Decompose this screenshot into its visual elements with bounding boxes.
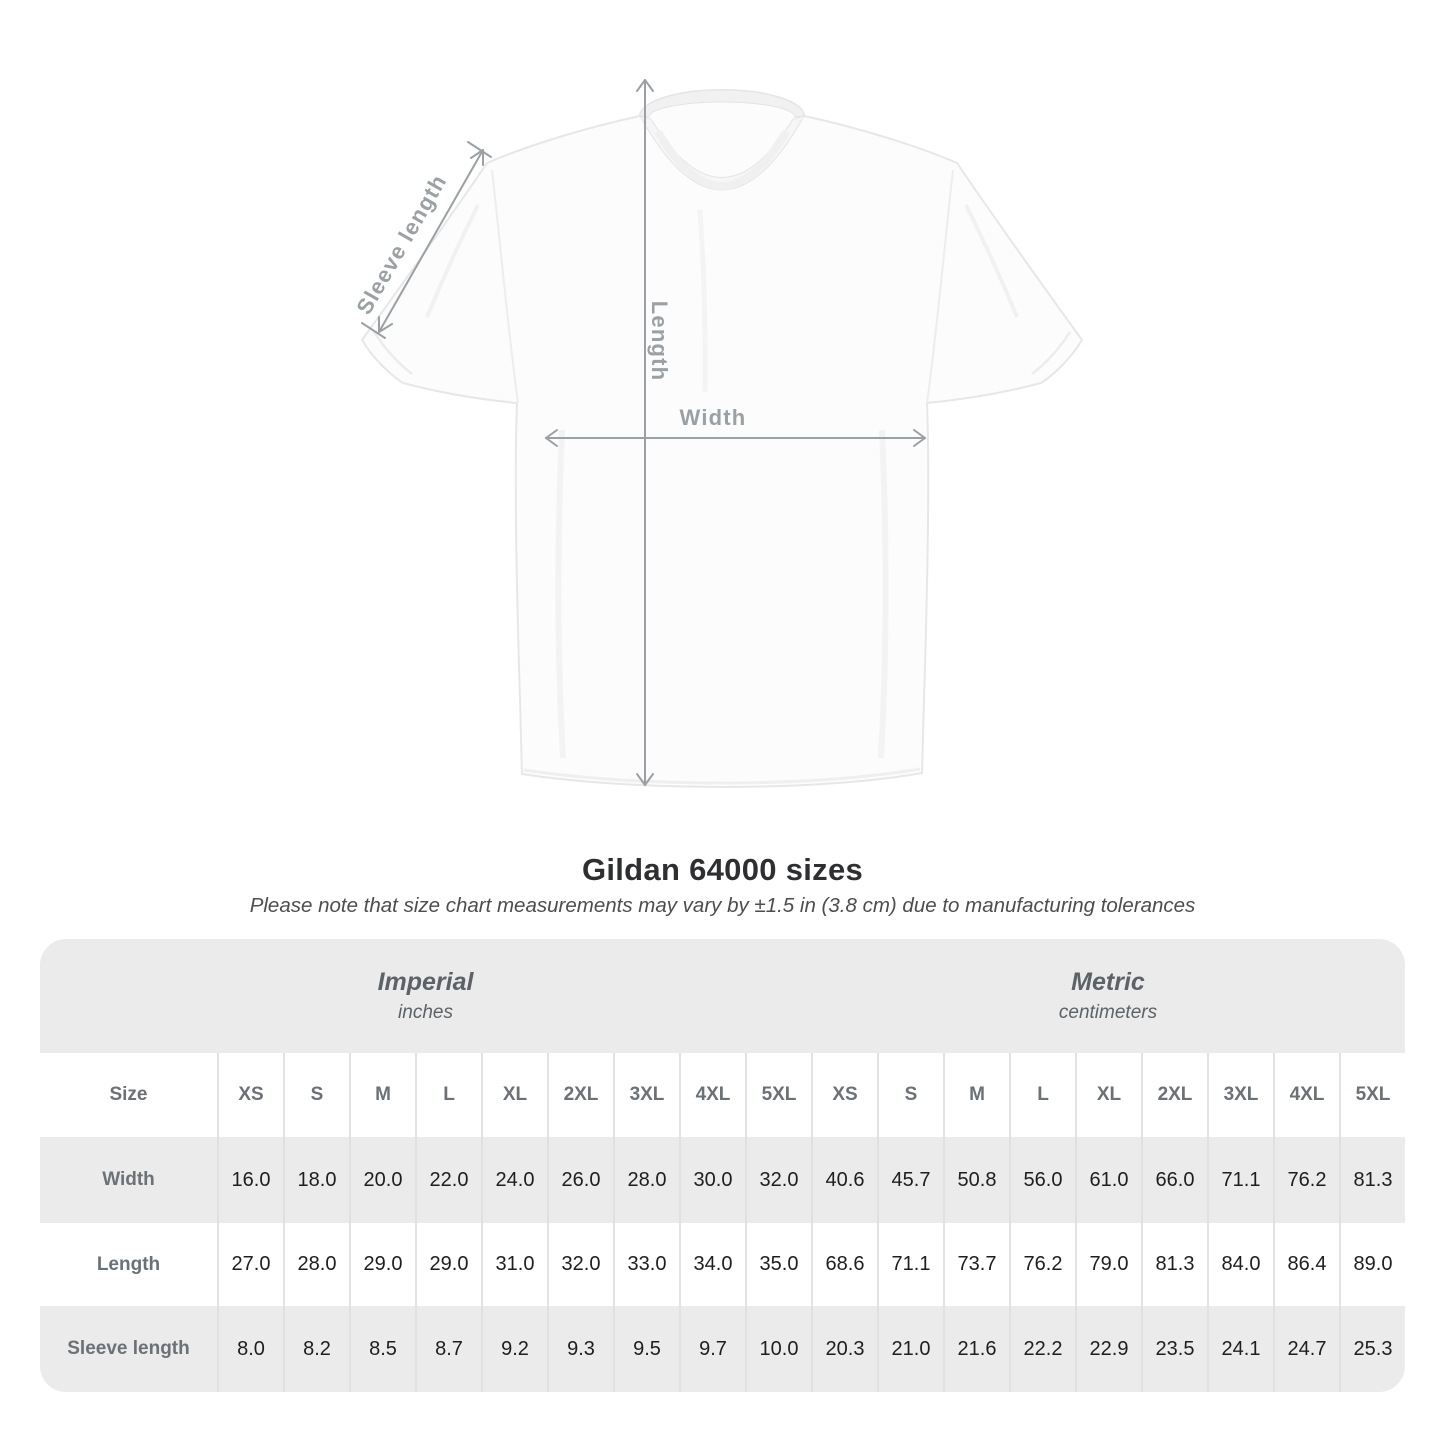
size-col-header: 5XL xyxy=(745,1053,811,1137)
size-col-header: S xyxy=(877,1053,943,1137)
measurement-value-imperial: 32.0 xyxy=(547,1223,613,1306)
row-label: Length xyxy=(96,1253,161,1275)
measurement-value-imperial: 30.0 xyxy=(679,1137,745,1223)
measurement-value-imperial: 9.2 xyxy=(481,1306,547,1392)
measurement-value-imperial: 28.0 xyxy=(613,1137,679,1223)
measurement-value-metric: 79.0 xyxy=(1075,1223,1141,1306)
metric-group-header: Metric centimeters xyxy=(811,939,1405,1053)
imperial-group-unit: inches xyxy=(398,1002,453,1023)
measurement-value-imperial: 8.7 xyxy=(415,1306,481,1392)
measurement-value-imperial: 26.0 xyxy=(547,1137,613,1223)
measurement-value-imperial: 34.0 xyxy=(679,1223,745,1306)
size-col-header: L xyxy=(1009,1053,1075,1137)
measurement-value-metric: 68.6 xyxy=(811,1223,877,1306)
measurement-value-metric: 21.6 xyxy=(943,1306,1009,1392)
size-table: Imperial inches Metric centimeters Size X… xyxy=(40,939,1405,1392)
measurement-value-imperial: 8.5 xyxy=(349,1306,415,1392)
measurement-value-metric: 23.5 xyxy=(1141,1306,1207,1392)
size-col-header: 4XL xyxy=(679,1053,745,1137)
measurement-value-metric: 56.0 xyxy=(1009,1137,1075,1223)
measurement-value-imperial: 18.0 xyxy=(283,1137,349,1223)
measurement-value-imperial: 28.0 xyxy=(283,1223,349,1306)
measurement-value-imperial: 32.0 xyxy=(745,1137,811,1223)
measurement-value-metric: 22.2 xyxy=(1009,1306,1075,1392)
size-col-header: L xyxy=(415,1053,481,1137)
measurement-value-metric: 22.9 xyxy=(1075,1306,1141,1392)
measurement-value-metric: 21.0 xyxy=(877,1306,943,1392)
size-col-header: XS xyxy=(217,1053,283,1137)
measurement-value-metric: 40.6 xyxy=(811,1137,877,1223)
measurement-value-metric: 20.3 xyxy=(811,1306,877,1392)
measurement-value-imperial: 33.0 xyxy=(613,1223,679,1306)
measurement-value-metric: 24.1 xyxy=(1207,1306,1273,1392)
measurement-value-imperial: 27.0 xyxy=(217,1223,283,1306)
measurement-value-metric: 86.4 xyxy=(1273,1223,1339,1306)
collar-inner-shadow xyxy=(654,129,790,190)
tshirt-diagram-canvas: Sleeve length Length Width xyxy=(351,79,1084,789)
metric-group-unit: centimeters xyxy=(1058,1002,1158,1023)
measurement-value-metric: 71.1 xyxy=(877,1223,943,1306)
measurement-value-metric: 76.2 xyxy=(1009,1223,1075,1306)
measurement-value-metric: 76.2 xyxy=(1273,1137,1339,1223)
measurement-value-metric: 81.3 xyxy=(1141,1223,1207,1306)
measurement-value-metric: 84.0 xyxy=(1207,1223,1273,1306)
measurement-value-imperial: 22.0 xyxy=(415,1137,481,1223)
size-col-header: XL xyxy=(481,1053,547,1137)
row-label: Sleeve length xyxy=(40,1306,217,1392)
size-col-header: M xyxy=(943,1053,1009,1137)
measurement-value-metric: 73.7 xyxy=(943,1223,1009,1306)
row-label: Width xyxy=(40,1137,217,1223)
measurement-value-imperial: 29.0 xyxy=(349,1223,415,1306)
measurement-value-imperial: 29.0 xyxy=(415,1223,481,1306)
measurement-value-imperial: 8.0 xyxy=(217,1306,283,1392)
width-label: Width xyxy=(680,405,747,430)
length-label: Length xyxy=(647,301,672,382)
measurement-value-metric: 71.1 xyxy=(1207,1137,1273,1223)
measurement-value-metric: 89.0 xyxy=(1339,1223,1405,1306)
size-col-header: S xyxy=(283,1053,349,1137)
size-col-header: 2XL xyxy=(1141,1053,1207,1137)
measurement-value-imperial: 31.0 xyxy=(481,1223,547,1306)
size-col-header: 3XL xyxy=(613,1053,679,1137)
measurement-value-imperial: 9.3 xyxy=(547,1306,613,1392)
shirt-seams xyxy=(372,169,1072,785)
measurement-value-imperial: 35.0 xyxy=(745,1223,811,1306)
metric-group-title: Metric xyxy=(1071,968,1145,996)
tolerance-note: Please note that size chart measurements… xyxy=(249,894,1196,917)
measurement-value-metric: 24.7 xyxy=(1273,1306,1339,1392)
page-title: Gildan 64000 sizes xyxy=(581,852,864,887)
size-col-header: XL xyxy=(1075,1053,1141,1137)
size-col-header: 3XL xyxy=(1207,1053,1273,1137)
width-arrow xyxy=(545,429,926,447)
measurement-value-metric: 66.0 xyxy=(1141,1137,1207,1223)
tshirt-measurement-diagram: Sleeve length Length Width xyxy=(351,79,1084,789)
size-col-header: 5XL xyxy=(1339,1053,1405,1137)
imperial-group-title: Imperial xyxy=(377,968,474,996)
size-col-header: M xyxy=(349,1053,415,1137)
measurement-value-metric: 50.8 xyxy=(943,1137,1009,1223)
measurement-value-imperial: 10.0 xyxy=(745,1306,811,1392)
measurement-value-imperial: 16.0 xyxy=(217,1137,283,1223)
size-col-header: XS xyxy=(811,1053,877,1137)
measurement-value-metric: 45.7 xyxy=(877,1137,943,1223)
measurement-value-metric: 61.0 xyxy=(1075,1137,1141,1223)
size-col-header: 4XL xyxy=(1273,1053,1339,1137)
size-col-header: 2XL xyxy=(547,1053,613,1137)
size-column-title: Size xyxy=(109,1084,148,1105)
measurement-value-metric: 81.3 xyxy=(1339,1137,1405,1223)
measurement-value-imperial: 9.5 xyxy=(613,1306,679,1392)
length-arrow xyxy=(636,79,654,786)
imperial-group-header: Imperial inches xyxy=(40,939,811,1053)
measurement-value-imperial: 20.0 xyxy=(349,1137,415,1223)
measurement-value-imperial: 9.7 xyxy=(679,1306,745,1392)
measurement-value-imperial: 8.2 xyxy=(283,1306,349,1392)
collar-front-rib xyxy=(638,115,806,191)
measurement-value-metric: 25.3 xyxy=(1339,1306,1405,1392)
measurement-value-imperial: 24.0 xyxy=(481,1137,547,1223)
sleeve-length-arrow xyxy=(361,141,492,339)
